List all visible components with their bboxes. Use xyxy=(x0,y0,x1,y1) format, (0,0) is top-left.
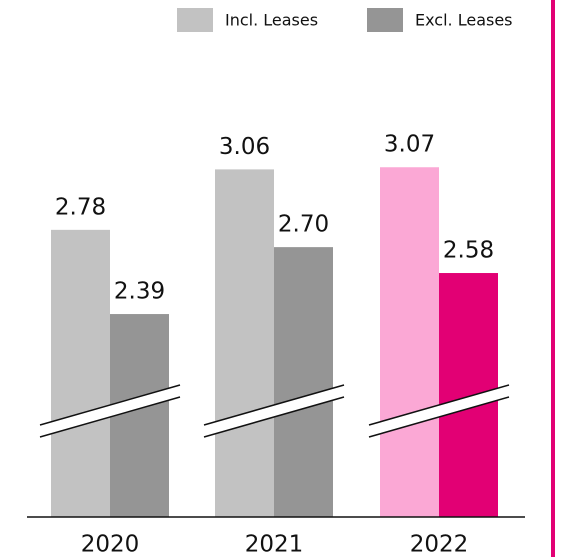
axis-break-line xyxy=(368,396,510,438)
value-label: 2.58 xyxy=(443,238,494,264)
legend-swatch xyxy=(177,8,213,32)
axis-break-line xyxy=(39,384,181,426)
plot xyxy=(39,167,510,517)
bar xyxy=(380,167,439,517)
bar xyxy=(110,314,169,517)
legend-label: Excl. Leases xyxy=(415,11,513,30)
x-tick-label: 2020 xyxy=(81,532,140,557)
value-label: 3.07 xyxy=(384,132,435,158)
x-tick-label: 2021 xyxy=(245,532,304,557)
axis-break xyxy=(204,385,344,437)
value-label: 2.70 xyxy=(278,212,329,238)
axis-break-line xyxy=(203,396,345,438)
value-label: 2.39 xyxy=(114,279,165,305)
legend-swatch xyxy=(367,8,403,32)
value-label: 2.78 xyxy=(55,194,106,220)
bar xyxy=(274,247,333,517)
legend-label: Incl. Leases xyxy=(225,11,318,30)
bar xyxy=(215,169,274,517)
value-label: 3.06 xyxy=(219,134,270,160)
axis-break xyxy=(40,385,180,437)
axis-break xyxy=(369,385,509,437)
axis-break-line xyxy=(368,384,510,426)
axis-break-line xyxy=(39,396,181,438)
axis-break-line xyxy=(203,384,345,426)
x-tick-label: 2022 xyxy=(410,532,469,557)
bar xyxy=(51,229,110,517)
accent-bar xyxy=(551,0,555,557)
